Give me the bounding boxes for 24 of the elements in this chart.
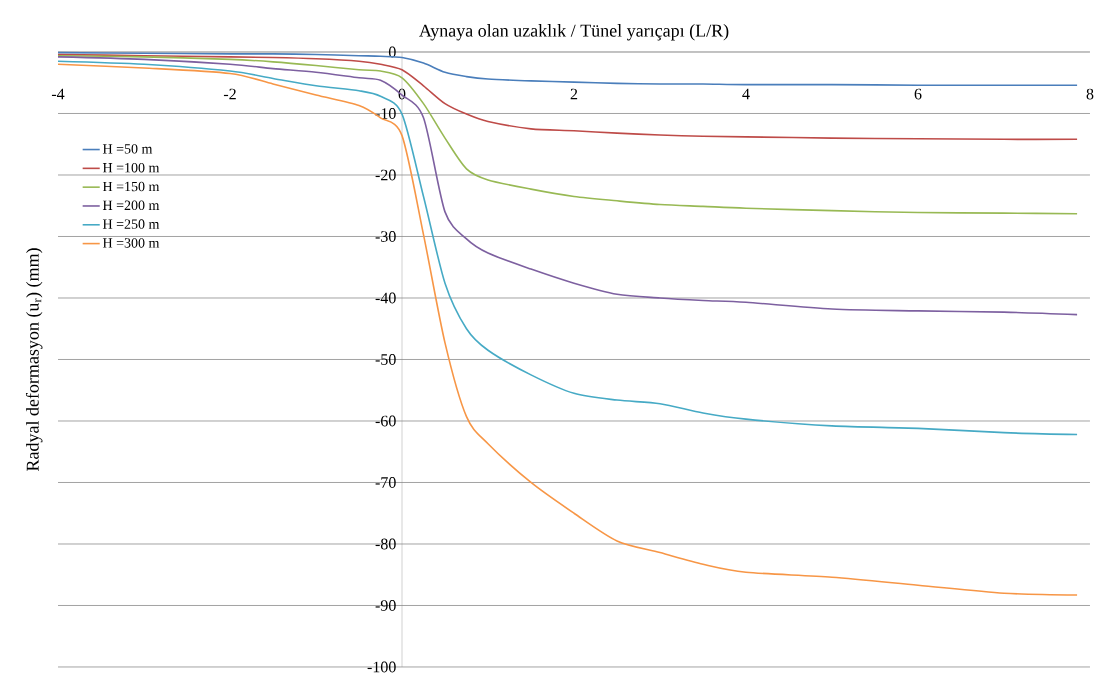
y-tick-label: -60 xyxy=(375,415,396,427)
x-tick-label: 2 xyxy=(570,88,578,100)
legend-label: H =150 m xyxy=(102,181,160,192)
legend-label: H =300 m xyxy=(102,238,160,248)
legend-label: H =100 m xyxy=(102,162,160,173)
x-tick-label: 8 xyxy=(1086,88,1094,100)
y-tick-label: -50 xyxy=(375,354,396,365)
y-tick-label: -10 xyxy=(375,108,396,119)
x-tick-label: 4 xyxy=(742,88,750,100)
legend-label: H =50 m xyxy=(102,144,153,154)
legend-label: H =200 m xyxy=(102,200,160,211)
legend-label: H =250 m xyxy=(102,219,160,229)
y-tick-label: -90 xyxy=(375,600,396,611)
y-tick-label: -30 xyxy=(375,231,396,242)
y-tick-label: -20 xyxy=(375,169,396,181)
x-tick-label: -2 xyxy=(223,88,236,100)
x-axis-title: Aynaya olan uzaklık / Tünel yarıçapı (L/R) xyxy=(419,24,729,41)
x-tick-label: 6 xyxy=(914,88,922,100)
y-axis-title: Radyal deformasyon (u$_{r}$) (mm) xyxy=(25,248,43,472)
y-tick-label: -70 xyxy=(375,477,396,488)
y-tick-label: -40 xyxy=(375,292,396,304)
x-tick-label: -4 xyxy=(51,88,65,100)
y-tick-label: -80 xyxy=(375,538,396,550)
y-tick-label: -100 xyxy=(367,661,396,673)
